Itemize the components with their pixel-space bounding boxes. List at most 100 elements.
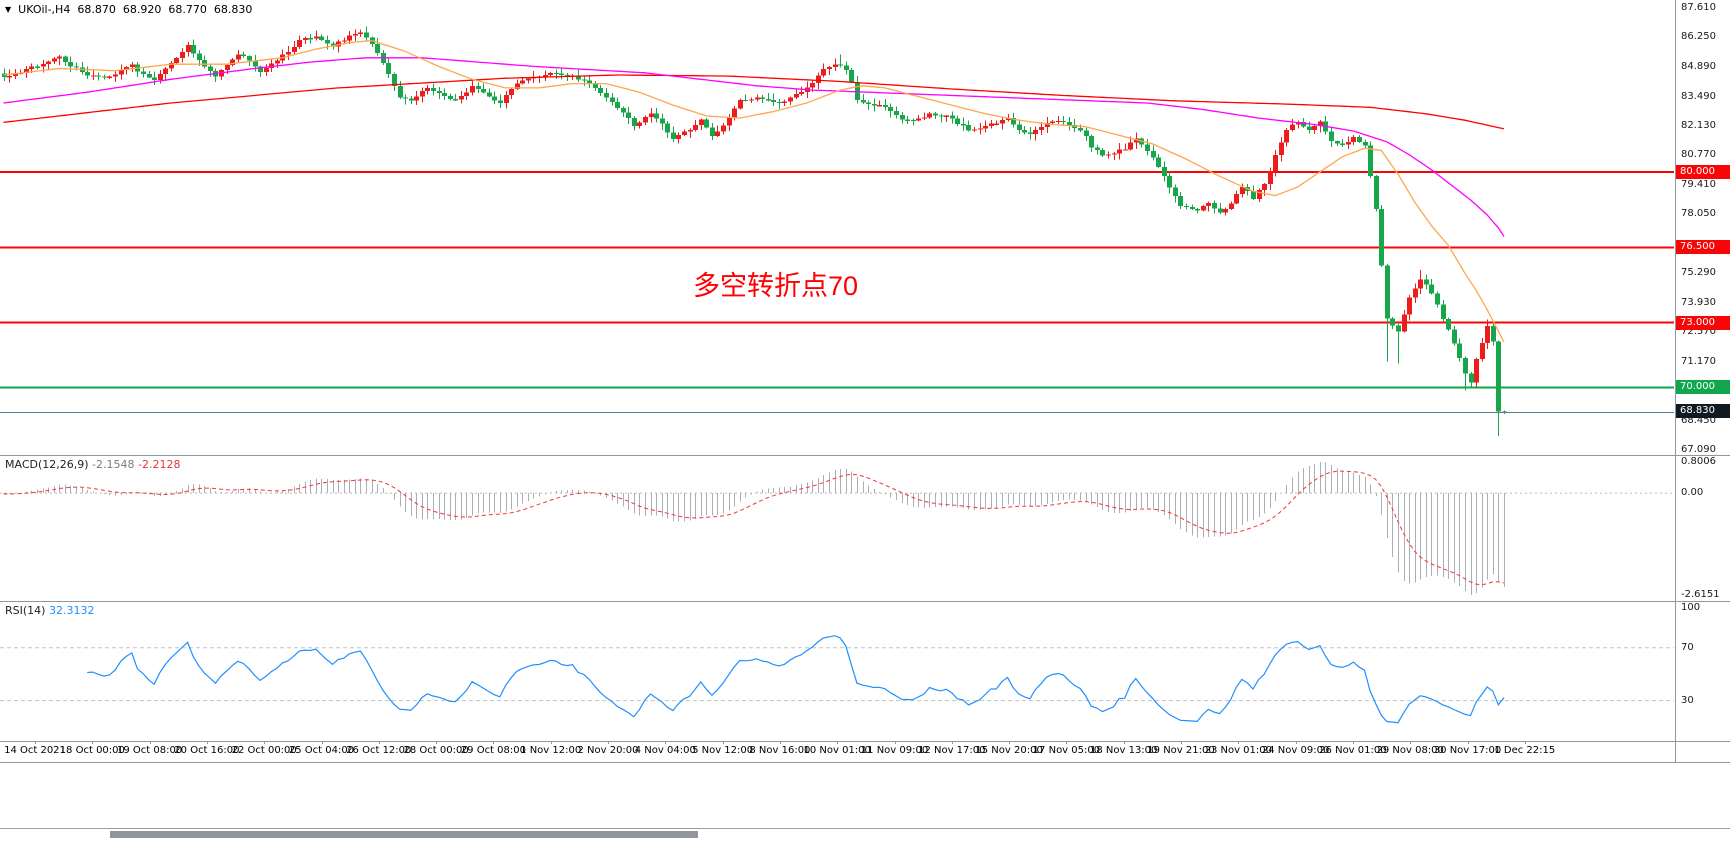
- time-axis-label: 29 Nov 08:00: [1376, 745, 1444, 756]
- time-axis-tick: [951, 741, 953, 744]
- time-axis-tick: [608, 741, 609, 744]
- time-axis-tick: [1410, 741, 1412, 744]
- time-axis-tick: [264, 741, 266, 744]
- chart-ohlc-info: ▼ UKOil-,H4 68.870 68.920 68.770 68.830: [5, 3, 259, 16]
- panel-separator[interactable]: [0, 601, 1730, 602]
- time-axis-tick: [550, 741, 552, 744]
- price-tick-label: 68.450: [1681, 414, 1716, 426]
- time-axis-tick: [149, 741, 151, 744]
- price-level-tag: 73.000: [1676, 315, 1730, 330]
- time-axis-label: 30 Nov 17:00: [1433, 745, 1502, 756]
- time-axis-label: 1 Nov 12:00: [520, 745, 582, 756]
- time-axis-bottom-line: [0, 762, 1730, 763]
- time-axis-tick: [493, 741, 495, 744]
- time-axis-tick: [1181, 741, 1182, 744]
- time-axis-label: 11 Nov 09:00: [860, 745, 929, 756]
- time-axis-label: 8 Nov 16:00: [749, 745, 811, 756]
- time-axis-tick: [1467, 741, 1469, 744]
- time-axis-tick: [894, 741, 896, 744]
- time-axis-tick: [1009, 741, 1011, 744]
- price-tick-label: 87.610: [1681, 2, 1716, 13]
- chart-annotation-text: 多空转折点70: [693, 271, 859, 301]
- time-axis-label: 10 Nov 01:00: [803, 745, 871, 756]
- time-axis-tick: [436, 741, 438, 744]
- time-axis-label: 5 Nov 12:00: [692, 745, 754, 756]
- macd-histogram: [4, 462, 1505, 595]
- rsi-panel-canvas[interactable]: [0, 602, 1675, 740]
- time-axis-label: 19 Oct 08:00: [116, 745, 183, 756]
- price-tick-label: 83.490: [1681, 90, 1716, 102]
- rsi-value: 32.3132: [48, 604, 95, 617]
- macd-panel-canvas[interactable]: [0, 456, 1675, 600]
- price-tick-label: 72.570: [1681, 325, 1716, 337]
- rsi-indicator-label: RSI(14) 32.3132: [5, 604, 94, 617]
- time-axis-label: 4 Nov 04:00: [634, 745, 696, 756]
- macd-axis-label: 0.00: [1681, 487, 1704, 499]
- macd-name: MACD(12,26,9): [5, 458, 89, 471]
- time-axis-label: 12 Nov 17:00: [918, 745, 986, 756]
- time-axis[interactable]: 14 Oct 2021 18 Oct 00:00 19 Oct 08:00 20 Oc…: [0, 741, 1675, 762]
- time-axis-tick: [722, 741, 724, 744]
- price-tick-label: 79.410: [1681, 178, 1716, 190]
- macd-axis-label: 0.8006: [1681, 456, 1716, 467]
- time-axis-label: 29 Oct 08:00: [460, 745, 526, 756]
- symbol-period-label: UKOil-,H4: [18, 3, 71, 16]
- time-axis-label: 18 Oct 00:00: [59, 745, 125, 756]
- time-axis-tick: [665, 741, 667, 744]
- time-axis-tick: [321, 741, 323, 744]
- time-axis-tick: [206, 741, 208, 744]
- price-axis[interactable]: 87.610 86.250 84.890 83.490 82.130 80.770 79.4…: [1676, 0, 1730, 762]
- time-axis-tick: [35, 741, 36, 744]
- time-axis-label: 28 Oct 00:00: [403, 745, 469, 756]
- time-axis-label: 19 Nov 21:00: [1147, 745, 1215, 756]
- panel-separator[interactable]: [0, 455, 1730, 456]
- macd-axis-label: -2.6151: [1681, 589, 1720, 600]
- time-axis-tick: [1123, 741, 1125, 744]
- ohlc-high: 68.920: [122, 3, 162, 16]
- current-price-tag: 68.830: [1676, 403, 1730, 418]
- time-axis-label: 24 Nov 09:00: [1261, 745, 1330, 756]
- panel-separator[interactable]: [0, 741, 1730, 742]
- price-axis-line: [1675, 0, 1676, 762]
- price-tick-label: 71.170: [1681, 356, 1716, 368]
- rsi-name: RSI(14): [5, 604, 46, 617]
- price-level-tag: 80.000: [1676, 164, 1730, 179]
- chart-expand-icon[interactable]: ▼: [5, 5, 12, 14]
- time-axis-tick: [1066, 741, 1068, 744]
- time-axis-label: 20 Oct 16:00: [174, 745, 240, 756]
- rsi-axis-label: 70: [1681, 641, 1694, 653]
- time-axis-label: 14 Oct 2021: [4, 745, 66, 756]
- macd-signal-value: -2.2128: [138, 458, 181, 471]
- candlestick-series: [2, 26, 1507, 436]
- time-axis-tick: [837, 741, 839, 744]
- price-level-tag: 76.500: [1676, 240, 1730, 255]
- ohlc-open: 68.870: [77, 3, 116, 16]
- time-axis-label: 26 Nov 01:00: [1319, 745, 1387, 756]
- time-axis-tick: [92, 741, 94, 744]
- time-axis-label: 15 Nov 20:00: [975, 745, 1043, 756]
- macd-signal-line: [3, 470, 1505, 586]
- rsi-axis-label: 30: [1681, 694, 1694, 706]
- price-tick-label: 75.290: [1681, 267, 1716, 279]
- ohlc-close: 68.830: [213, 3, 253, 16]
- time-axis-label: 18 Nov 13:00: [1089, 745, 1158, 756]
- time-axis-tick: [378, 741, 380, 744]
- price-tick-label: 80.770: [1681, 149, 1716, 161]
- rsi-line: [87, 635, 1505, 724]
- price-tick-label: 84.890: [1681, 60, 1716, 72]
- horizontal-scrollbar-thumb[interactable]: [110, 831, 698, 838]
- price-chart-canvas[interactable]: [0, 0, 1675, 455]
- macd-indicator-label: MACD(12,26,9) -2.1548 -2.2128: [5, 458, 180, 471]
- ma-mid-line: [3, 57, 1505, 237]
- time-axis-label: 1 Dec 22:15: [1494, 745, 1556, 756]
- price-level-tag: 70.000: [1676, 380, 1730, 395]
- price-tick-label: 67.090: [1681, 444, 1716, 455]
- time-axis-label: 26 Oct 12:00: [346, 745, 412, 756]
- price-tick-label: 82.130: [1681, 120, 1716, 132]
- price-tick-label: 78.050: [1681, 207, 1716, 219]
- time-axis-tick: [1238, 741, 1240, 744]
- ma-slow-line: [3, 74, 1505, 130]
- time-axis-tick: [1352, 741, 1354, 744]
- rsi-axis-label: 100: [1681, 602, 1701, 613]
